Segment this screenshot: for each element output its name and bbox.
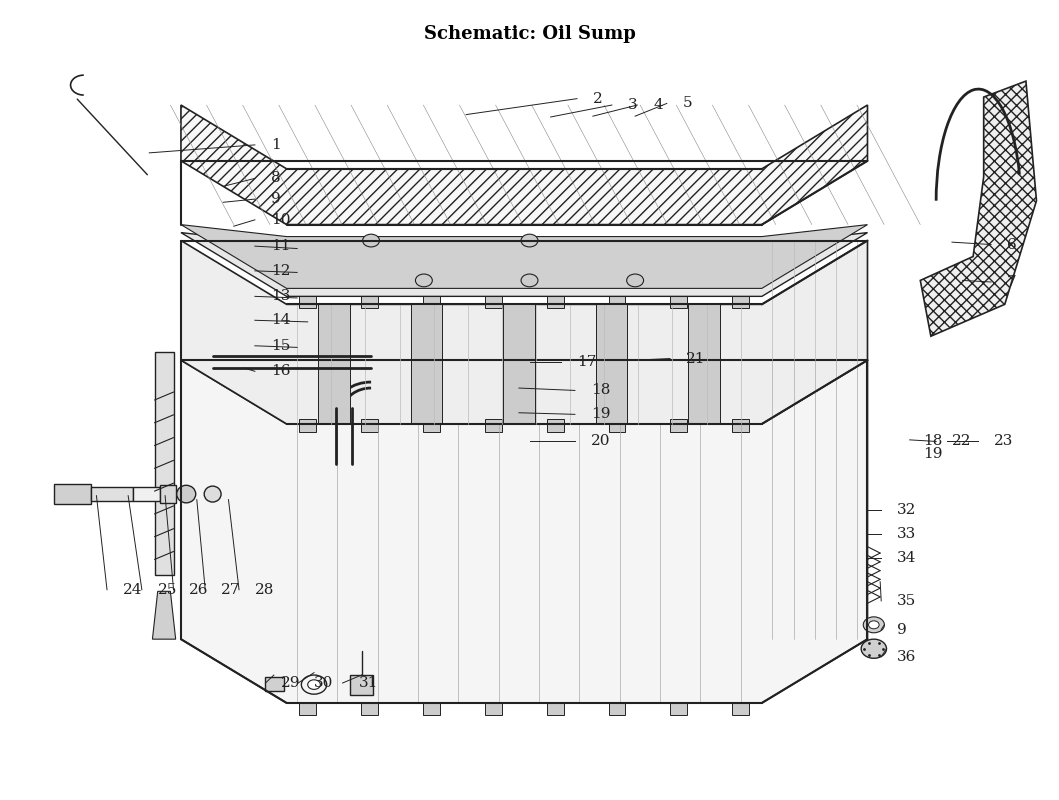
Polygon shape: [503, 304, 535, 424]
Text: 30: 30: [315, 676, 334, 690]
FancyBboxPatch shape: [266, 677, 285, 691]
FancyBboxPatch shape: [361, 295, 378, 308]
FancyBboxPatch shape: [609, 419, 626, 432]
FancyBboxPatch shape: [670, 419, 687, 432]
Text: 31: 31: [358, 676, 378, 690]
Text: 21: 21: [686, 351, 705, 366]
Text: 28: 28: [255, 582, 274, 597]
FancyBboxPatch shape: [732, 702, 749, 715]
Text: 17: 17: [577, 354, 596, 369]
Text: 18: 18: [591, 383, 610, 398]
FancyBboxPatch shape: [423, 419, 439, 432]
FancyBboxPatch shape: [54, 484, 91, 504]
Text: 29: 29: [282, 676, 301, 690]
Polygon shape: [595, 304, 627, 424]
FancyBboxPatch shape: [732, 419, 749, 432]
Text: 33: 33: [897, 527, 916, 541]
Polygon shape: [920, 81, 1037, 336]
Text: 35: 35: [897, 594, 916, 608]
Text: 12: 12: [271, 264, 290, 278]
FancyBboxPatch shape: [133, 487, 160, 502]
Text: 24: 24: [123, 582, 142, 597]
FancyBboxPatch shape: [361, 702, 378, 715]
FancyBboxPatch shape: [546, 419, 563, 432]
Text: 15: 15: [271, 338, 290, 353]
FancyBboxPatch shape: [670, 295, 687, 308]
Text: 16: 16: [271, 364, 290, 378]
FancyBboxPatch shape: [423, 702, 439, 715]
FancyBboxPatch shape: [300, 295, 317, 308]
FancyBboxPatch shape: [546, 295, 563, 308]
Text: 18: 18: [923, 434, 943, 449]
FancyBboxPatch shape: [609, 702, 626, 715]
Circle shape: [362, 234, 379, 247]
Circle shape: [415, 274, 432, 286]
Text: 26: 26: [190, 582, 209, 597]
Text: 2: 2: [593, 92, 603, 106]
FancyBboxPatch shape: [349, 675, 373, 695]
Text: 4: 4: [653, 98, 663, 112]
Text: 27: 27: [221, 582, 240, 597]
Text: 7: 7: [1007, 275, 1017, 289]
Circle shape: [868, 621, 879, 629]
FancyBboxPatch shape: [609, 295, 626, 308]
Circle shape: [521, 234, 538, 247]
Polygon shape: [411, 304, 443, 424]
Circle shape: [863, 617, 884, 633]
Text: 8: 8: [271, 171, 281, 186]
Text: 13: 13: [271, 290, 290, 303]
Text: 19: 19: [591, 407, 610, 422]
Text: 23: 23: [994, 434, 1013, 449]
Circle shape: [521, 274, 538, 286]
Polygon shape: [152, 591, 176, 639]
Text: 34: 34: [897, 551, 916, 565]
FancyBboxPatch shape: [160, 486, 176, 503]
Circle shape: [627, 274, 644, 286]
FancyBboxPatch shape: [485, 702, 502, 715]
FancyBboxPatch shape: [423, 295, 439, 308]
FancyBboxPatch shape: [485, 419, 502, 432]
Text: 6: 6: [1007, 238, 1017, 251]
Text: 1: 1: [271, 138, 281, 152]
Text: 3: 3: [628, 98, 638, 112]
Polygon shape: [688, 304, 720, 424]
Polygon shape: [181, 225, 867, 288]
FancyBboxPatch shape: [300, 702, 317, 715]
Polygon shape: [181, 241, 867, 424]
Polygon shape: [181, 105, 867, 225]
Polygon shape: [181, 233, 867, 296]
Text: 10: 10: [271, 213, 290, 227]
Text: 9: 9: [897, 622, 907, 637]
Text: 36: 36: [897, 650, 916, 664]
FancyBboxPatch shape: [546, 702, 563, 715]
Text: 19: 19: [923, 447, 943, 462]
FancyBboxPatch shape: [485, 295, 502, 308]
Text: 25: 25: [158, 582, 177, 597]
FancyBboxPatch shape: [91, 487, 133, 502]
Text: 5: 5: [683, 97, 693, 110]
FancyBboxPatch shape: [732, 295, 749, 308]
FancyBboxPatch shape: [670, 702, 687, 715]
FancyBboxPatch shape: [155, 352, 174, 575]
Polygon shape: [319, 304, 349, 424]
Text: 9: 9: [271, 192, 281, 206]
Text: Schematic: Oil Sump: Schematic: Oil Sump: [424, 26, 635, 43]
Ellipse shape: [204, 486, 221, 502]
Text: 11: 11: [271, 239, 290, 253]
FancyBboxPatch shape: [300, 419, 317, 432]
FancyBboxPatch shape: [361, 419, 378, 432]
Polygon shape: [181, 360, 867, 703]
Text: 20: 20: [591, 434, 610, 449]
Text: 22: 22: [952, 434, 971, 449]
Circle shape: [861, 639, 886, 658]
Ellipse shape: [177, 486, 196, 503]
Text: 14: 14: [271, 314, 290, 327]
Text: 32: 32: [897, 503, 916, 517]
Circle shape: [308, 680, 321, 690]
